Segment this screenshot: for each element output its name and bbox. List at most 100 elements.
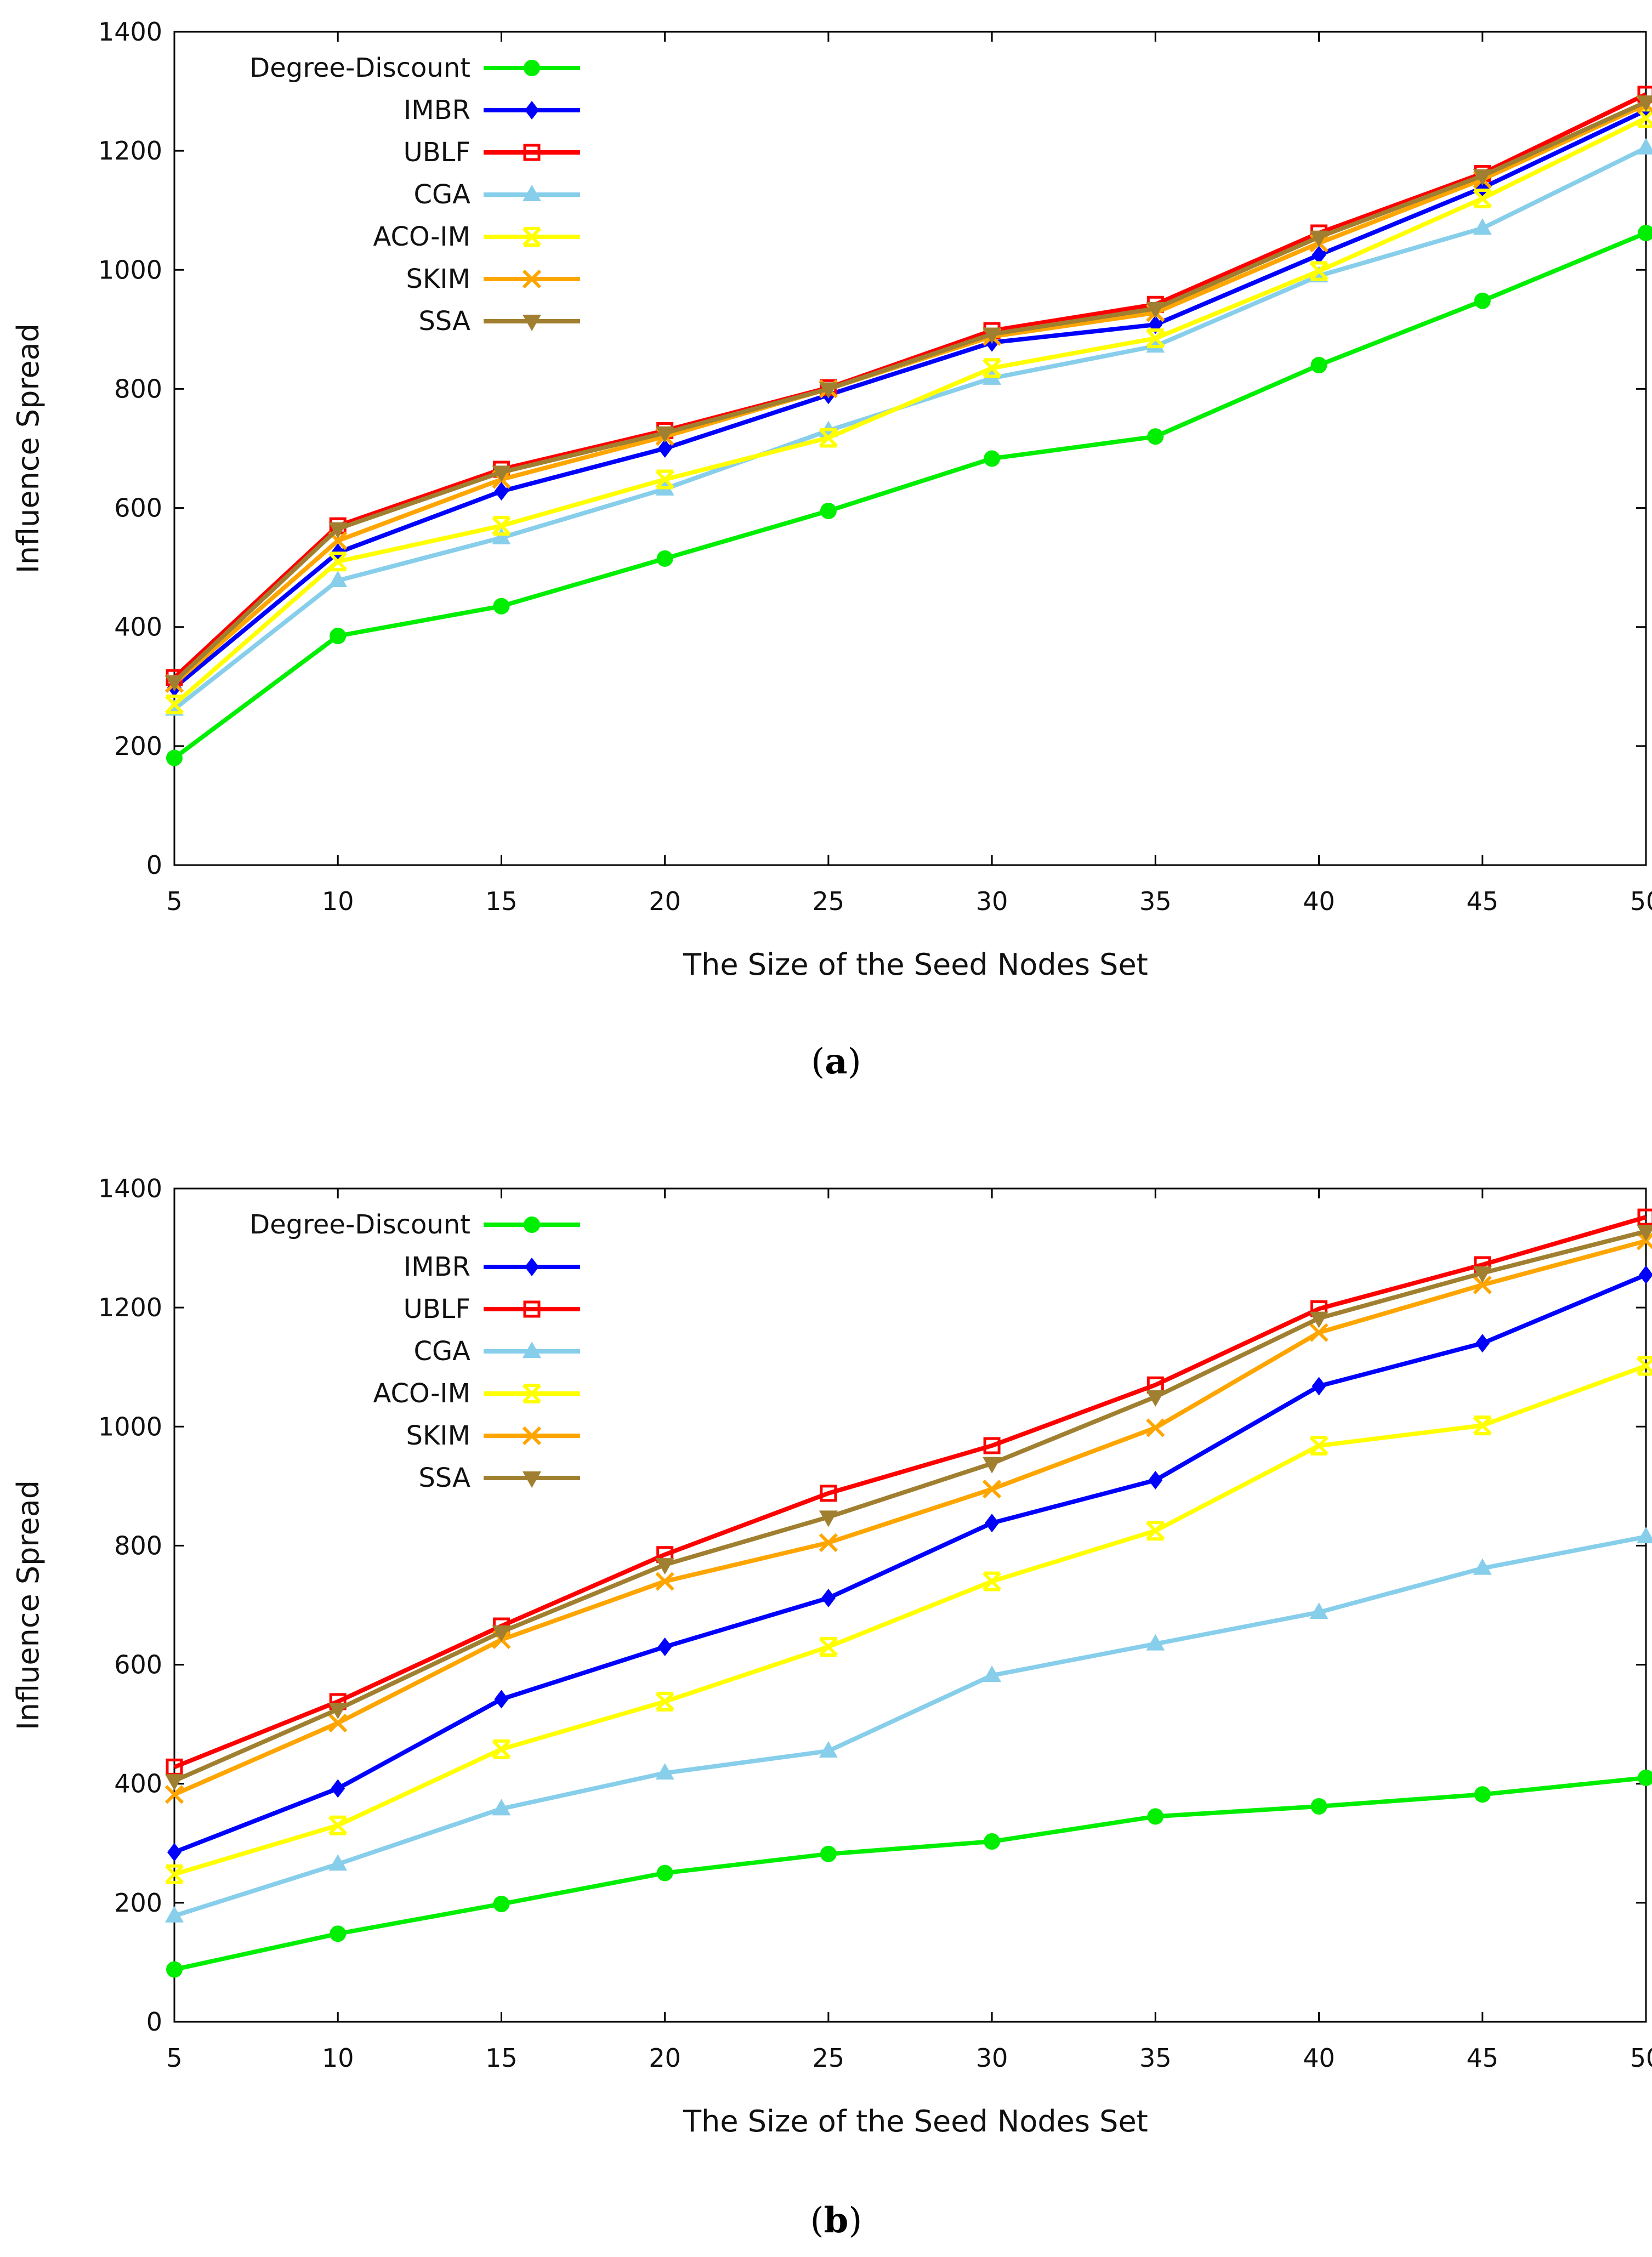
y-tick-label: 800 (114, 1531, 162, 1560)
legend-marker (522, 1426, 542, 1446)
data-point (984, 450, 1001, 467)
series-imbr (167, 1265, 1652, 1862)
data-point (655, 469, 674, 490)
x-tick-label: 25 (813, 886, 845, 916)
caption-letter: b (824, 2200, 849, 2241)
y-tick-label: 1400 (98, 1174, 162, 1203)
data-point (492, 1739, 511, 1759)
y-tick-label: 0 (146, 2007, 162, 2037)
data-point (1310, 1798, 1327, 1815)
series-line (173, 1534, 1647, 1918)
y-axis-title: Influence Spread (11, 1480, 46, 1730)
data-point (1473, 1275, 1492, 1295)
series-line (173, 231, 1647, 760)
data-point (492, 1799, 511, 1816)
data-point (492, 527, 511, 544)
legend-marker (523, 1471, 541, 1488)
data-point (819, 1533, 838, 1553)
data-point (1147, 428, 1164, 445)
data-point (982, 358, 1002, 378)
series-skim (164, 1231, 1652, 1804)
data-point (166, 1961, 183, 1978)
series-imbr (167, 101, 1652, 697)
figure-caption: (a) (811, 1041, 861, 1082)
data-point (1146, 1521, 1165, 1541)
data-point (1309, 1311, 1329, 1328)
data-point (819, 428, 838, 448)
data-point (656, 550, 673, 567)
data-point (655, 1572, 674, 1591)
legend: Degree-Discount IMBR UBLF CGA ACO-IM SKIM SSA (249, 53, 580, 337)
x-tick-label: 20 (649, 886, 681, 916)
data-point (984, 1833, 1001, 1850)
legend-marker (523, 1300, 541, 1318)
legend-label: SKIM (406, 264, 470, 294)
series-line (173, 102, 1647, 685)
x-tick-label: 40 (1303, 886, 1335, 916)
y-tick-label: 1200 (98, 136, 162, 166)
legend-marker (522, 1384, 542, 1403)
series-cga (165, 1527, 1652, 1923)
x-tick-label: 35 (1139, 886, 1172, 916)
data-point (985, 1514, 1000, 1533)
x-tick-label: 35 (1139, 2043, 1172, 2073)
legend-label: SSA (418, 1463, 470, 1493)
x-tick-label: 30 (976, 886, 1008, 916)
x-tick-label: 15 (485, 886, 518, 916)
y-tick-label: 800 (114, 374, 162, 403)
data-point (1636, 108, 1652, 128)
data-point (1638, 1769, 1652, 1786)
data-point (1147, 1808, 1164, 1825)
data-point (1639, 1265, 1652, 1284)
data-point (1309, 1323, 1329, 1342)
data-point (982, 1480, 1002, 1499)
data-point (820, 1485, 837, 1502)
data-point (982, 1571, 1002, 1591)
data-point (819, 1741, 838, 1758)
x-tick-label: 40 (1303, 2043, 1335, 2073)
series-line (173, 1363, 1647, 1877)
data-point (1473, 1558, 1492, 1575)
data-point (1146, 328, 1165, 349)
data-point (819, 1510, 838, 1527)
x-tick-label: 15 (485, 2043, 518, 2073)
legend-marker (523, 1341, 541, 1358)
data-point (331, 1779, 345, 1798)
data-point (493, 1896, 510, 1913)
series-degree-discount (166, 224, 1652, 766)
legend-marker (524, 1216, 540, 1233)
data-point (1473, 1266, 1492, 1283)
series-line (173, 116, 1647, 706)
legend-marker (523, 144, 541, 161)
x-tick-label: 45 (1467, 886, 1499, 916)
x-tick-label: 20 (649, 2043, 681, 2073)
data-point (1636, 1356, 1652, 1376)
y-tick-label: 0 (146, 850, 162, 880)
legend-label: CGA (413, 179, 470, 210)
data-point (1475, 1334, 1490, 1353)
data-point (165, 675, 184, 692)
series-aco-im (164, 1356, 1652, 1884)
data-point (1146, 302, 1165, 319)
data-point (164, 694, 184, 714)
data-point (164, 1864, 184, 1884)
x-tick-label: 5 (166, 886, 182, 916)
data-point (328, 1713, 348, 1733)
legend-label: IMBR (404, 1252, 470, 1282)
legend-label: CGA (413, 1336, 470, 1367)
series-skim (164, 95, 1652, 693)
y-tick-label: 400 (114, 612, 162, 642)
data-point (819, 1637, 838, 1657)
figure-caption: (b) (810, 2200, 862, 2241)
data-point (328, 552, 348, 572)
legend-marker (523, 185, 541, 201)
data-point (983, 1437, 1001, 1454)
series-ssa (165, 1225, 1652, 1791)
x-tick-label: 50 (1630, 886, 1652, 916)
data-point (1146, 336, 1165, 353)
y-tick-label: 200 (114, 1888, 162, 1918)
data-point (328, 571, 348, 588)
data-point (1146, 1634, 1165, 1651)
data-point (328, 1703, 348, 1719)
legend-marker (522, 227, 542, 247)
